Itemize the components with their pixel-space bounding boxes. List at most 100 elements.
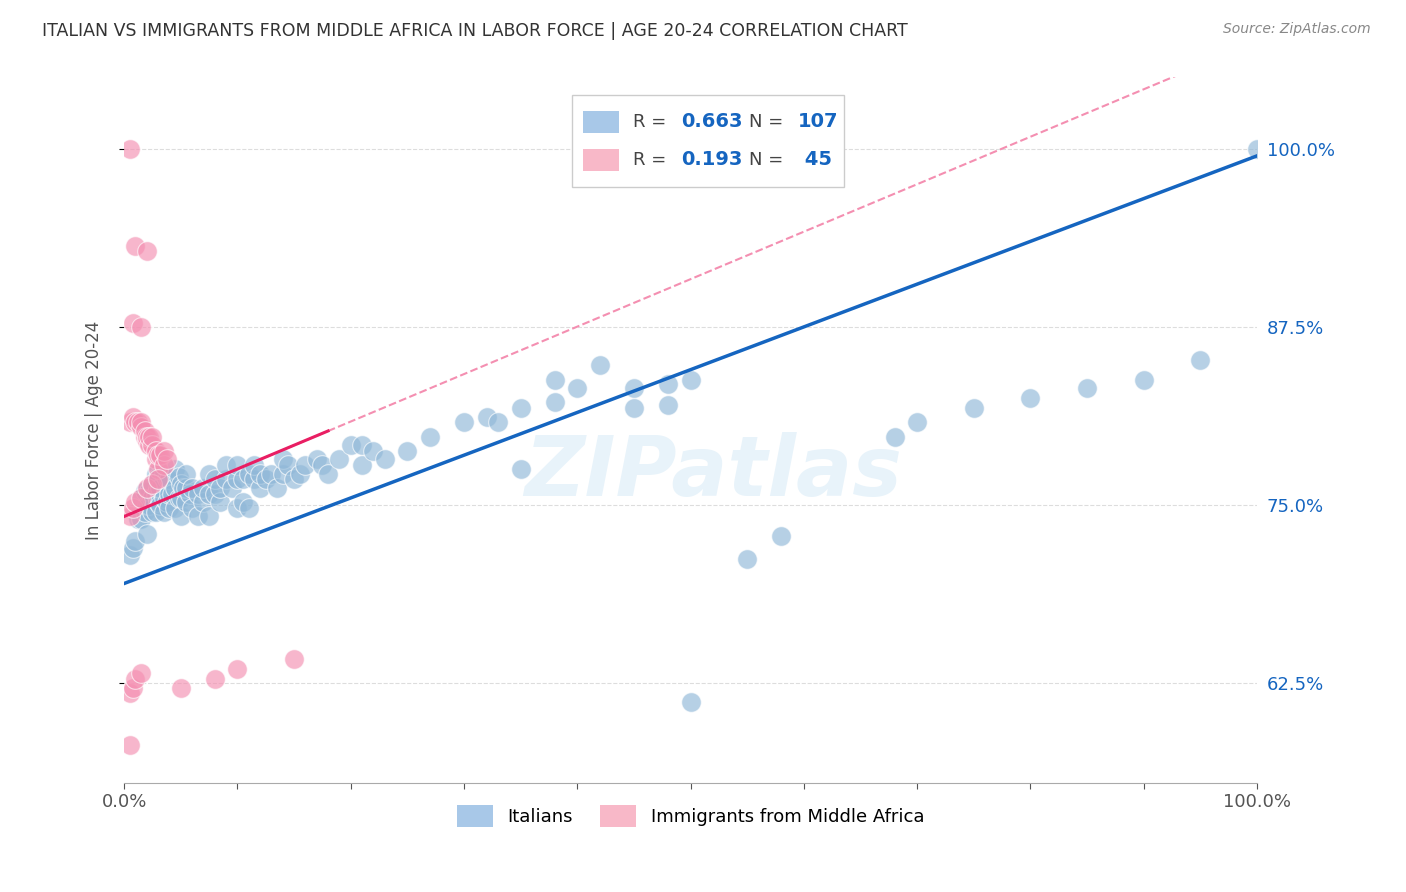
Point bbox=[204, 472, 226, 486]
FancyBboxPatch shape bbox=[583, 111, 619, 133]
Point bbox=[135, 526, 157, 541]
Point bbox=[193, 495, 215, 509]
Point bbox=[883, 430, 905, 444]
Point bbox=[215, 458, 238, 472]
Point bbox=[141, 505, 163, 519]
Point bbox=[453, 416, 475, 430]
Point bbox=[1076, 381, 1098, 395]
Point bbox=[118, 738, 141, 752]
Point bbox=[271, 452, 294, 467]
Point bbox=[122, 500, 145, 515]
Point bbox=[221, 481, 243, 495]
Point bbox=[288, 467, 311, 481]
Point bbox=[152, 458, 174, 472]
Point bbox=[374, 452, 396, 467]
Point bbox=[146, 462, 169, 476]
Point bbox=[198, 486, 221, 500]
Point bbox=[141, 430, 163, 444]
Point bbox=[316, 467, 339, 481]
Text: ZIPatlas: ZIPatlas bbox=[524, 432, 903, 513]
Point bbox=[146, 469, 169, 483]
Point bbox=[187, 486, 209, 500]
Point bbox=[135, 430, 157, 444]
Point bbox=[226, 472, 249, 486]
Point bbox=[118, 548, 141, 562]
Point bbox=[170, 491, 193, 505]
Text: R =: R = bbox=[633, 113, 672, 131]
Point bbox=[198, 509, 221, 524]
Point bbox=[543, 373, 565, 387]
Text: Source: ZipAtlas.com: Source: ZipAtlas.com bbox=[1223, 22, 1371, 37]
Point bbox=[134, 483, 156, 498]
Point bbox=[129, 319, 152, 334]
Point bbox=[232, 472, 254, 486]
Point bbox=[145, 486, 167, 500]
Point bbox=[135, 244, 157, 259]
Point bbox=[181, 481, 204, 495]
Point bbox=[165, 500, 187, 515]
Point bbox=[905, 416, 928, 430]
Point bbox=[1132, 373, 1154, 387]
Point bbox=[238, 500, 260, 515]
Point bbox=[350, 438, 373, 452]
Text: 45: 45 bbox=[799, 151, 832, 169]
Point bbox=[159, 472, 181, 486]
Point bbox=[124, 672, 146, 686]
Point bbox=[149, 498, 172, 512]
Point bbox=[134, 424, 156, 438]
Point bbox=[146, 481, 169, 495]
Point bbox=[124, 416, 146, 430]
Text: 0.193: 0.193 bbox=[682, 151, 742, 169]
Point bbox=[1189, 352, 1212, 367]
FancyBboxPatch shape bbox=[583, 149, 619, 171]
Point bbox=[146, 495, 169, 509]
Point bbox=[509, 401, 531, 416]
Point bbox=[129, 512, 152, 526]
Text: ITALIAN VS IMMIGRANTS FROM MIDDLE AFRICA IN LABOR FORCE | AGE 20-24 CORRELATION : ITALIAN VS IMMIGRANTS FROM MIDDLE AFRICA… bbox=[42, 22, 908, 40]
Point bbox=[204, 672, 226, 686]
Point bbox=[328, 452, 350, 467]
Point bbox=[226, 662, 249, 676]
Point bbox=[145, 467, 167, 481]
Point bbox=[138, 438, 160, 452]
Point bbox=[1246, 142, 1268, 156]
Point bbox=[543, 395, 565, 409]
Point bbox=[129, 666, 152, 681]
Point bbox=[181, 500, 204, 515]
Point bbox=[623, 381, 645, 395]
Point bbox=[124, 533, 146, 548]
Point bbox=[249, 481, 271, 495]
Point bbox=[152, 444, 174, 458]
Point bbox=[1019, 391, 1042, 405]
Point bbox=[146, 448, 169, 462]
Point bbox=[187, 509, 209, 524]
Point bbox=[226, 458, 249, 472]
Point bbox=[198, 467, 221, 481]
Point bbox=[118, 686, 141, 700]
Point bbox=[141, 476, 163, 491]
Legend: Italians, Immigrants from Middle Africa: Italians, Immigrants from Middle Africa bbox=[450, 797, 931, 834]
Point bbox=[311, 458, 333, 472]
Point bbox=[339, 438, 361, 452]
Point bbox=[135, 498, 157, 512]
Point bbox=[165, 481, 187, 495]
Point bbox=[657, 376, 679, 391]
Point bbox=[243, 458, 266, 472]
Point bbox=[243, 472, 266, 486]
Point bbox=[145, 452, 167, 467]
Point bbox=[363, 444, 385, 458]
Point bbox=[122, 541, 145, 555]
Point bbox=[294, 458, 316, 472]
Point bbox=[215, 472, 238, 486]
Point bbox=[226, 500, 249, 515]
Point bbox=[770, 529, 793, 543]
FancyBboxPatch shape bbox=[572, 95, 844, 186]
Point bbox=[193, 481, 215, 495]
Point bbox=[475, 409, 498, 424]
Point bbox=[127, 416, 149, 430]
Point bbox=[167, 469, 190, 483]
Point bbox=[127, 512, 149, 526]
Point bbox=[141, 491, 163, 505]
Point bbox=[122, 316, 145, 330]
Point bbox=[176, 495, 198, 509]
